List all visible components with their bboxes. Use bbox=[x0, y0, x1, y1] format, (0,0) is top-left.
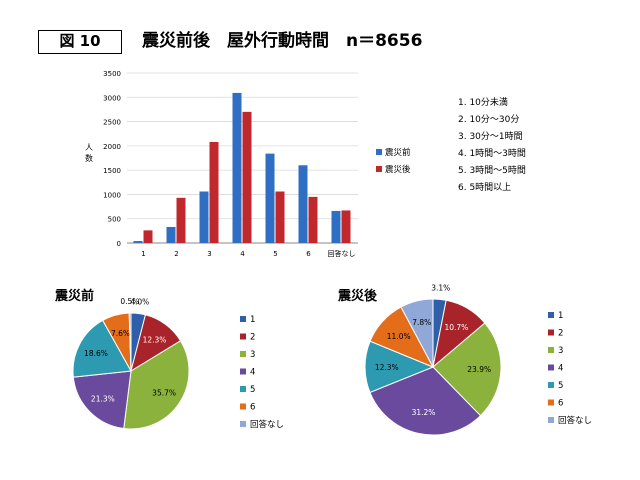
pie-value-label: 4.0% bbox=[130, 298, 149, 307]
legend-swatch bbox=[376, 149, 382, 155]
pie-value-label: 12.3% bbox=[375, 363, 399, 372]
pie-value-label: 12.3% bbox=[143, 335, 167, 344]
pie-legend-label: 6 bbox=[250, 403, 255, 413]
pie-legend-swatch bbox=[240, 403, 246, 410]
category-legend-item: 5. 3時間～5時間 bbox=[458, 166, 526, 176]
figure-label: 図 10 bbox=[38, 30, 122, 54]
pie-legend-swatch bbox=[548, 329, 554, 336]
pie-value-label: 0.5% bbox=[120, 297, 139, 306]
pie-legend-label: 2 bbox=[558, 329, 563, 339]
bar-after bbox=[341, 210, 351, 243]
pie-slice bbox=[432, 322, 502, 417]
pie-legend-label: 4 bbox=[558, 364, 563, 374]
x-tick-label: 4 bbox=[240, 250, 245, 258]
pie-legend-swatch bbox=[548, 364, 554, 371]
pie-legend-swatch bbox=[548, 382, 554, 388]
pie-value-label: 18.6% bbox=[84, 349, 108, 358]
pie-chart-before: 震災前 4.0% 12.3% 35.7% 21.3% 18.6% 7.6% 0.5% 1 2 3 4 5… bbox=[54, 288, 284, 430]
pie-legend-swatch bbox=[240, 351, 246, 357]
x-tick-label: 5 bbox=[273, 250, 277, 258]
category-legend-item: 6. 5時間以上 bbox=[458, 183, 512, 193]
pie-legend-swatch bbox=[548, 312, 554, 318]
category-legend-item: 2. 10分～30分 bbox=[458, 115, 520, 125]
pie-legend-label: 1 bbox=[558, 311, 563, 321]
pie-legend-swatch bbox=[548, 347, 554, 353]
y-tick-label: 2500 bbox=[103, 119, 121, 127]
pie-legend-swatch bbox=[240, 368, 246, 375]
category-legend-item: 1. 10分未満 bbox=[458, 98, 508, 108]
bar-before bbox=[166, 226, 176, 243]
pie-legend-swatch bbox=[548, 399, 554, 406]
category-legend-item: 4. 1時間～3時間 bbox=[458, 149, 526, 159]
pie-slice bbox=[369, 366, 482, 436]
y-tick-label: 500 bbox=[108, 216, 121, 224]
pie-value-label: 31.2% bbox=[412, 408, 436, 417]
legend-label: 震災前 bbox=[385, 147, 411, 158]
bar-before bbox=[232, 92, 242, 244]
y-axis-label: 人 bbox=[85, 143, 93, 152]
x-tick-label: 6 bbox=[306, 250, 311, 258]
pie-slice bbox=[123, 340, 190, 430]
bar-before bbox=[298, 165, 308, 243]
pie-legend-label: 1 bbox=[250, 315, 255, 325]
pie-slice bbox=[72, 319, 132, 378]
bar-after bbox=[308, 196, 318, 243]
pie-legend-label: 3 bbox=[250, 350, 255, 360]
pie-legend-label: 回答なし bbox=[250, 419, 284, 430]
bar-after bbox=[209, 141, 219, 243]
pie-title: 震災前 bbox=[54, 288, 94, 304]
bar-before bbox=[265, 153, 275, 243]
pie-value-label: 7.8% bbox=[412, 318, 431, 327]
bar-after bbox=[143, 230, 153, 243]
pie-legend-label: 4 bbox=[250, 368, 255, 378]
y-tick-label: 1500 bbox=[103, 167, 121, 175]
y-tick-label: 1000 bbox=[103, 191, 121, 199]
legend-label: 震災後 bbox=[385, 164, 411, 175]
bar-before bbox=[133, 241, 143, 243]
pie-value-label: 21.3% bbox=[91, 395, 115, 404]
pie-legend-label: 5 bbox=[250, 385, 255, 395]
pie-legend-swatch bbox=[240, 333, 246, 340]
y-tick-label: 3500 bbox=[103, 70, 121, 78]
pie-value-label: 10.7% bbox=[444, 323, 468, 332]
pie-legend-label: 2 bbox=[250, 333, 255, 343]
bar-before bbox=[331, 210, 341, 243]
pie-value-label: 3.1% bbox=[431, 283, 450, 292]
legend-swatch bbox=[376, 166, 382, 172]
pie-legend-label: 6 bbox=[558, 399, 563, 409]
x-tick-label: 回答なし bbox=[328, 249, 356, 258]
pie-legend-label: 3 bbox=[558, 346, 563, 356]
pie-value-label: 35.7% bbox=[152, 388, 176, 397]
pie-slice bbox=[400, 298, 434, 368]
pie-legend-swatch bbox=[240, 421, 246, 427]
bar-after bbox=[242, 111, 252, 243]
y-tick-label: 3000 bbox=[103, 94, 121, 102]
pie-slice bbox=[128, 312, 132, 372]
y-axis-label: 数 bbox=[85, 153, 93, 163]
pie-title: 震災後 bbox=[337, 288, 378, 304]
y-tick-label: 2000 bbox=[103, 143, 121, 151]
pie-legend-swatch bbox=[240, 386, 246, 392]
pie-chart-after: 震災後 3.1% 10.7% 23.9% 31.2% 12.3% 11.0%7.8% 1 2 3 4… bbox=[337, 283, 592, 436]
pie-value-label: 11.0% bbox=[387, 332, 411, 341]
pie-legend-label: 5 bbox=[558, 381, 563, 391]
y-tick-label: 0 bbox=[117, 240, 121, 248]
x-tick-label: 3 bbox=[207, 250, 211, 258]
category-legend: 1. 10分未満 2. 10分～30分 3. 30分～1時間 4. 1時間～3時… bbox=[458, 95, 526, 197]
bar-after bbox=[176, 197, 186, 243]
pie-legend-label: 回答なし bbox=[558, 415, 592, 426]
bar-after bbox=[275, 191, 285, 243]
pie-legend-swatch bbox=[240, 316, 246, 322]
page-title: 震災前後 屋外行動時間 n＝8656 bbox=[142, 31, 423, 51]
pie-value-label: 23.9% bbox=[467, 365, 491, 374]
pie-value-label: 7.6% bbox=[111, 329, 130, 338]
category-legend-item: 3. 30分～1時間 bbox=[458, 132, 523, 142]
pie-legend-swatch bbox=[548, 417, 554, 423]
bar-before bbox=[199, 191, 209, 243]
x-tick-label: 1 bbox=[141, 250, 145, 258]
pie-slice bbox=[72, 370, 132, 430]
x-tick-label: 2 bbox=[174, 250, 178, 258]
